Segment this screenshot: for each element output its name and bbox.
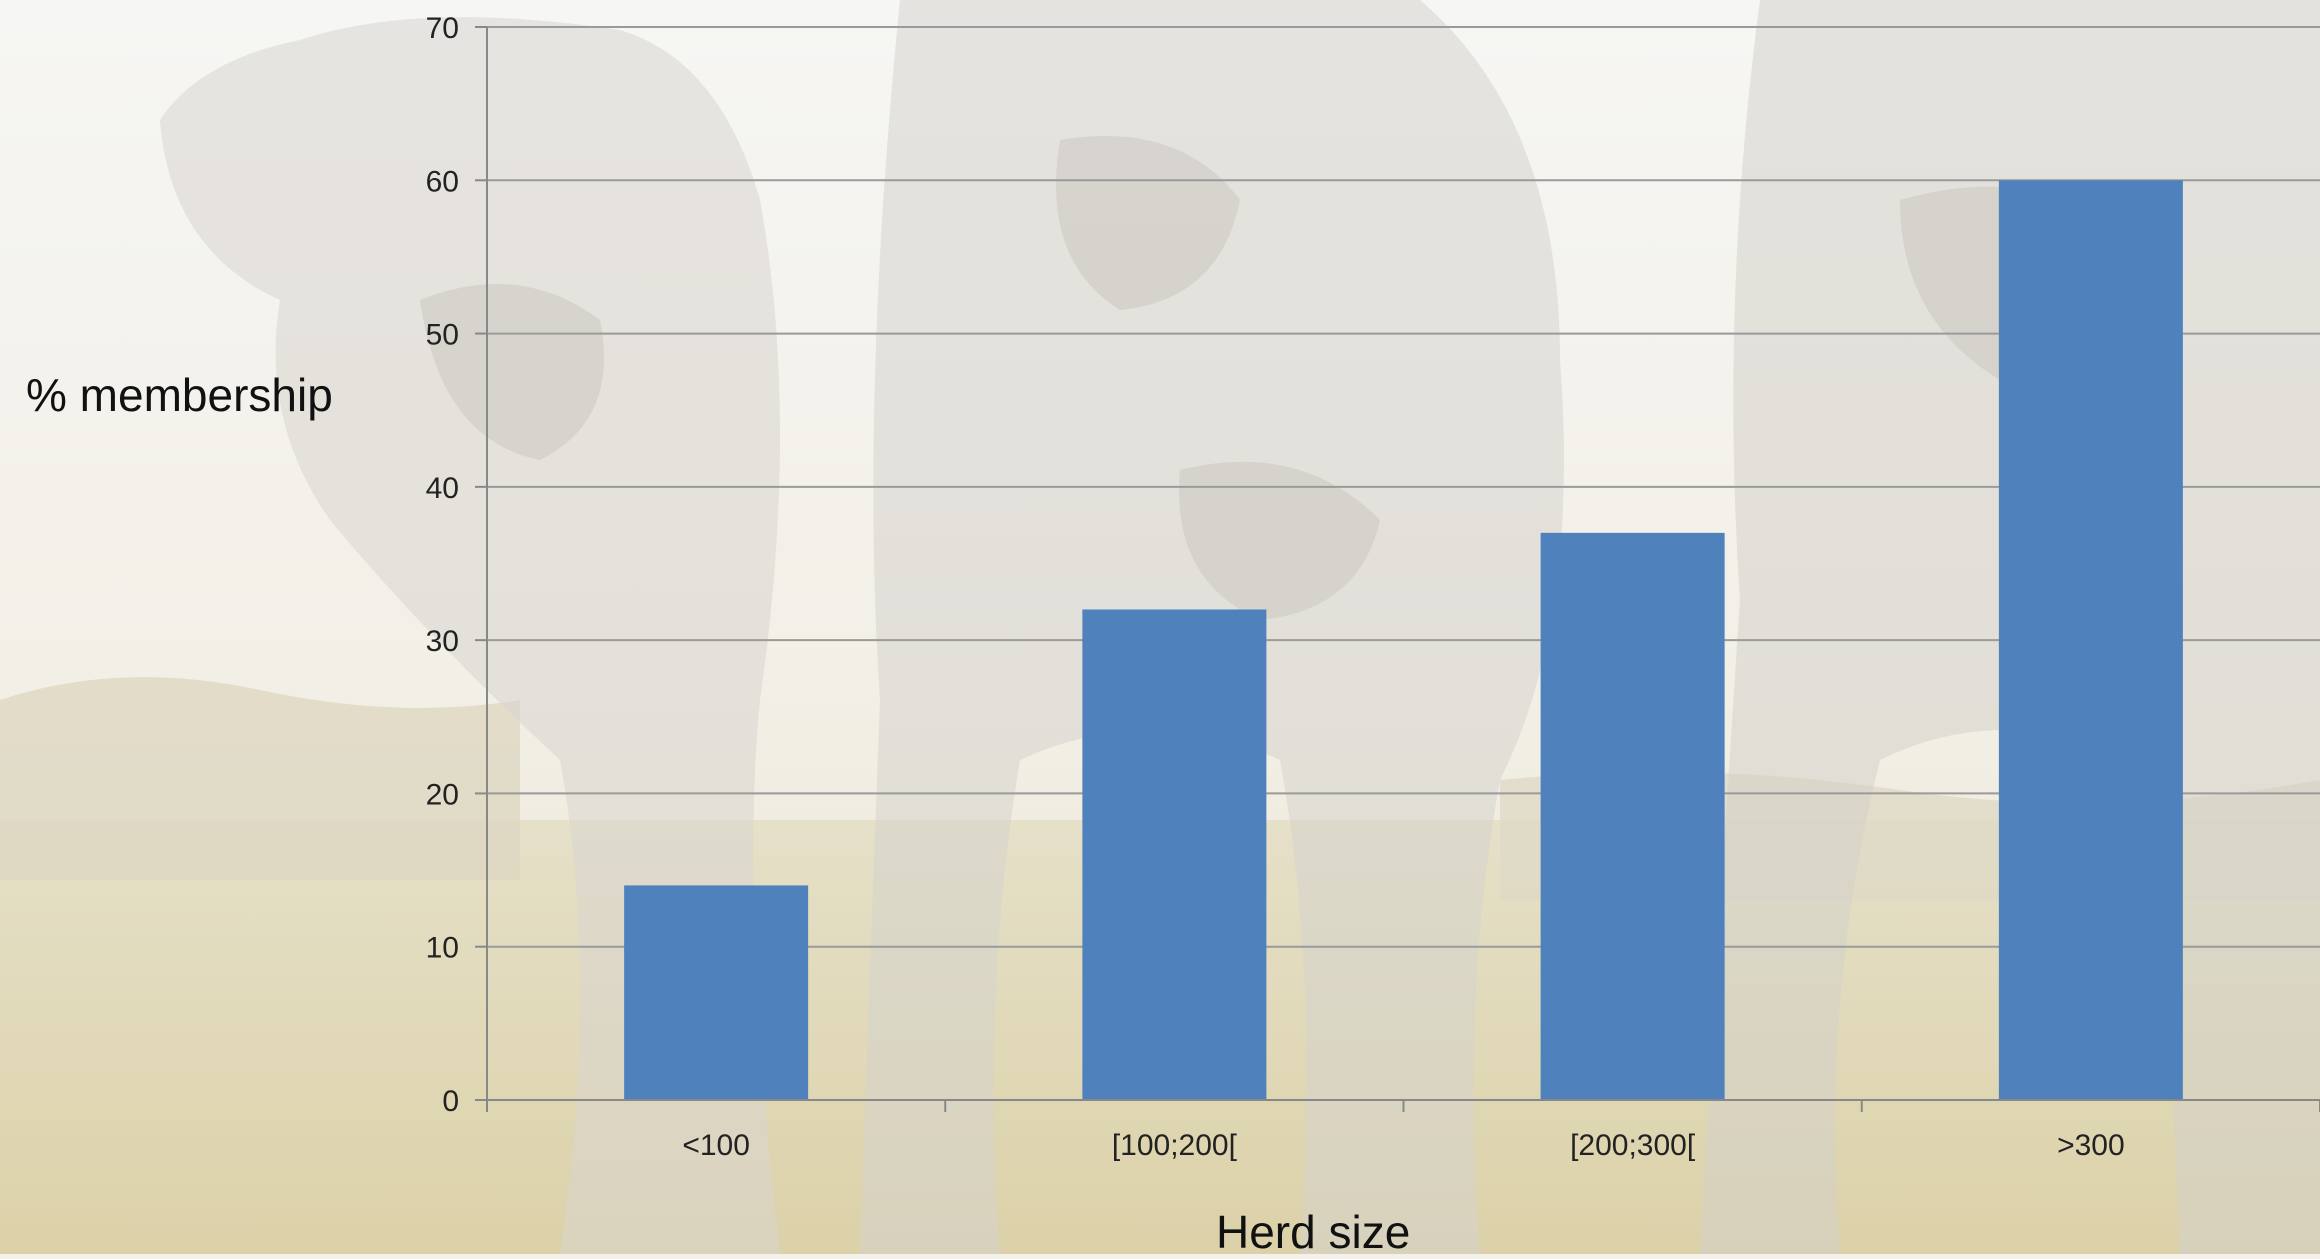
y-axis-label: % membership — [26, 369, 333, 421]
y-tick-label: 60 — [426, 165, 459, 198]
x-axis-label: Herd size — [1216, 1206, 1411, 1258]
y-tick-label: 70 — [426, 12, 459, 45]
bar — [1082, 609, 1267, 1100]
bar — [1540, 532, 1725, 1100]
bars — [624, 180, 2183, 1101]
x-tick-label: [100;200[ — [1112, 1129, 1238, 1162]
y-tick-label: 0 — [442, 1085, 459, 1118]
y-axis-ticks: 0 10 20 30 40 50 60 70 — [426, 12, 487, 1118]
x-tick-label: >300 — [2057, 1129, 2125, 1162]
bar — [624, 885, 809, 1100]
y-tick-label: 30 — [426, 625, 459, 658]
bar — [1998, 180, 2183, 1101]
y-tick-label: 10 — [426, 932, 459, 965]
x-axis-ticks: <100 [100;200[ [200;300[ >300 — [486, 1100, 2320, 1162]
y-tick-label: 20 — [426, 778, 459, 811]
y-tick-label: 40 — [426, 472, 459, 505]
y-tick-label: 50 — [426, 319, 459, 352]
x-tick-label: [200;300[ — [1570, 1129, 1696, 1162]
x-tick-label: <100 — [682, 1129, 750, 1162]
